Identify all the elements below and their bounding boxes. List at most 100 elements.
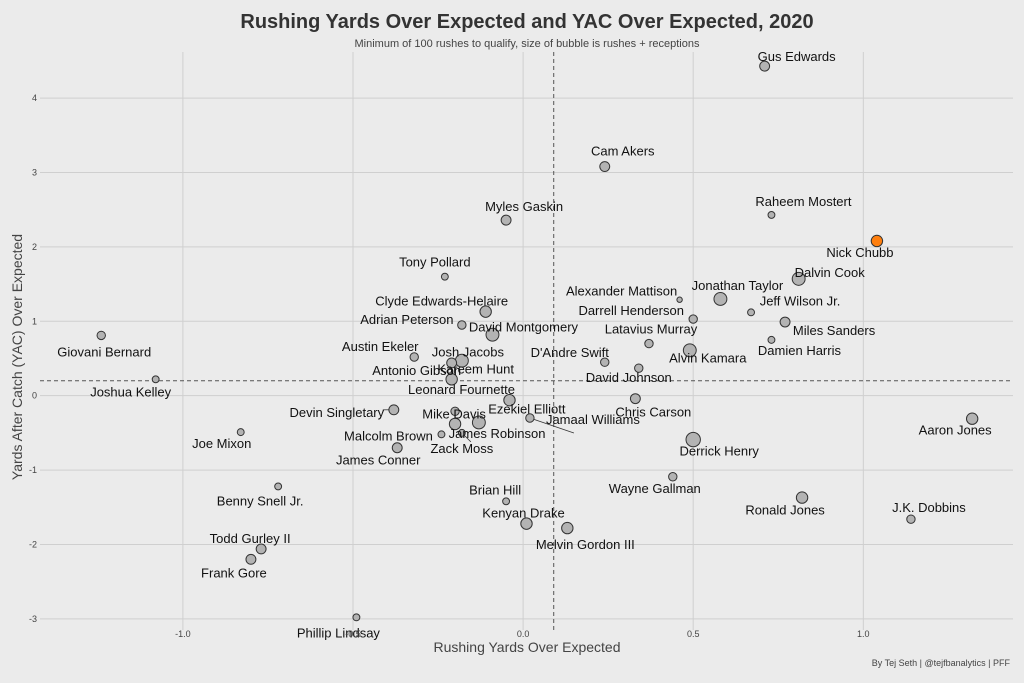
y-tick-label: 0	[32, 391, 37, 401]
y-tick-label: 4	[32, 93, 37, 103]
reference-lines	[40, 52, 1013, 630]
x-tick-label: 0.5	[687, 629, 700, 639]
label-jonathan-taylor: Jonathan Taylor	[692, 278, 784, 293]
point-zack-moss	[457, 428, 466, 437]
y-tick-label: 3	[32, 168, 37, 178]
label-benny-snell-jr: Benny Snell Jr.	[217, 493, 304, 508]
label-james-robinson: James Robinson	[449, 426, 546, 441]
label-alexander-mattison: Alexander Mattison	[566, 284, 677, 299]
label-dalvin-cook: Dalvin Cook	[795, 265, 866, 280]
point-leonard-fournette	[503, 393, 516, 407]
data-points	[96, 60, 979, 622]
point-david-montgomery	[485, 327, 500, 342]
point-james-conner	[391, 442, 403, 454]
point-raheem-mostert	[767, 210, 776, 219]
point-jamaal-williams	[525, 413, 535, 423]
label-ronald-jones: Ronald Jones	[745, 503, 825, 518]
label-malcolm-brown: Malcolm Brown	[344, 428, 433, 443]
point-jonathan-taylor	[713, 292, 728, 306]
point-myles-gaskin	[500, 214, 512, 226]
point-todd-gurley-ii	[255, 543, 267, 555]
label-derrick-henry: Derrick Henry	[679, 444, 759, 459]
point-phillip-lindsay	[352, 613, 361, 622]
label-alvin-kamara: Alvin Kamara	[669, 350, 747, 365]
x-tick-label: -1.0	[175, 629, 191, 639]
point-aaron-jones	[965, 412, 979, 425]
label-aaron-jones: Aaron Jones	[919, 423, 992, 438]
point-ronald-jones	[795, 491, 809, 504]
label-clyde-edwards-helaire: Clyde Edwards-Helaire	[375, 294, 508, 309]
label-adrian-peterson: Adrian Peterson	[360, 312, 453, 327]
point-alexander-mattison	[676, 296, 683, 303]
label-d-andre-swift: D'Andre Swift	[531, 345, 610, 360]
label-jeff-wilson-jr: Jeff Wilson Jr.	[760, 293, 841, 308]
label-j-k-dobbins: J.K. Dobbins	[892, 500, 966, 515]
point-tony-pollard	[440, 272, 449, 281]
point-brian-hill	[502, 497, 511, 506]
point-latavius-murray	[644, 338, 654, 349]
label-gus-edwards: Gus Edwards	[758, 49, 837, 64]
point-kenyan-drake	[520, 517, 533, 530]
point-frank-gore	[245, 553, 257, 565]
point-melvin-gordon-iii	[561, 521, 574, 535]
point-dalvin-cook	[791, 271, 806, 286]
point-alvin-kamara	[682, 343, 697, 358]
label-david-johnson: David Johnson	[586, 370, 672, 385]
point-giovani-bernard	[96, 330, 106, 341]
chart-caption: By Tej Seth | @tejfbanalytics | PFF	[872, 658, 1011, 668]
label-kenyan-drake: Kenyan Drake	[482, 506, 564, 521]
label-darrell-henderson: Darrell Henderson	[578, 303, 684, 318]
label-chris-carson: Chris Carson	[615, 405, 691, 420]
label-todd-gurley-ii: Todd Gurley II	[210, 531, 291, 546]
label-tony-pollard: Tony Pollard	[399, 255, 471, 270]
label-cam-akers: Cam Akers	[591, 144, 655, 159]
y-tick-label: -2	[29, 539, 37, 549]
y-tick-label: 1	[32, 316, 37, 326]
point-darrell-henderson	[688, 314, 698, 324]
point-j-k-dobbins	[906, 514, 916, 524]
label-jamaal-williams: Jamaal Williams	[546, 412, 640, 427]
point-ezekiel-elliott	[471, 415, 486, 430]
point-labels: Gus Edwards Cam Akers Raheem Mostert Myles …	[57, 49, 992, 640]
y-tick-label: -1	[29, 465, 37, 475]
label-josh-jacobs: Josh Jacobs	[432, 345, 505, 360]
point-devin-singletary	[388, 404, 400, 416]
point-cam-akers	[599, 161, 611, 173]
point-adrian-peterson	[457, 320, 467, 330]
x-tick-label: -0.5	[345, 629, 361, 639]
chart-title: Rushing Yards Over Expected and YAC Over…	[240, 11, 813, 33]
point-miles-sanders	[779, 316, 791, 328]
point-james-robinson	[448, 417, 462, 431]
label-phillip-lindsay: Phillip Lindsay	[297, 625, 381, 640]
point-derrick-henry	[685, 431, 701, 448]
point-austin-ekeler	[409, 352, 419, 362]
point-mike-davis	[450, 406, 460, 416]
x-tick-label: 1.0	[857, 629, 870, 639]
x-axis-title: Rushing Yards Over Expected	[433, 639, 620, 655]
point-antonio-gibson	[446, 357, 458, 369]
label-devin-singletary: Devin Singletary	[289, 405, 384, 420]
label-melvin-gordon-iii: Melvin Gordon III	[536, 537, 635, 552]
chart-subtitle: Minimum of 100 rushes to qualify, size o…	[355, 38, 700, 50]
tick-labels: -1.0 -0.5 0.0 0.5 1.0 -3 -2 -1 0 1 2 3 4	[29, 93, 870, 639]
label-leonard-fournette: Leonard Fournette	[408, 382, 515, 397]
label-antonio-gibson: Antonio Gibson	[372, 363, 461, 378]
point-david-johnson	[634, 363, 644, 373]
label-miles-sanders: Miles Sanders	[793, 323, 876, 338]
y-tick-label: 2	[32, 242, 37, 252]
label-nick-chubb: Nick Chubb	[826, 245, 893, 260]
point-nick-chubb	[870, 234, 884, 248]
point-joshua-kelley	[151, 375, 160, 384]
point-gus-edwards	[759, 60, 771, 72]
label-joe-mixon: Joe Mixon	[192, 436, 251, 451]
label-brian-hill: Brian Hill	[469, 482, 521, 497]
label-damien-harris: Damien Harris	[758, 343, 842, 358]
y-tick-label: -3	[29, 614, 37, 624]
point-kareem-hunt	[445, 373, 458, 386]
y-axis-title: Yards After Catch (YAC) Over Expected	[9, 234, 25, 480]
point-wayne-gallman	[668, 472, 678, 482]
x-tick-label: 0.0	[517, 629, 530, 639]
point-d-andre-swift	[600, 357, 610, 367]
